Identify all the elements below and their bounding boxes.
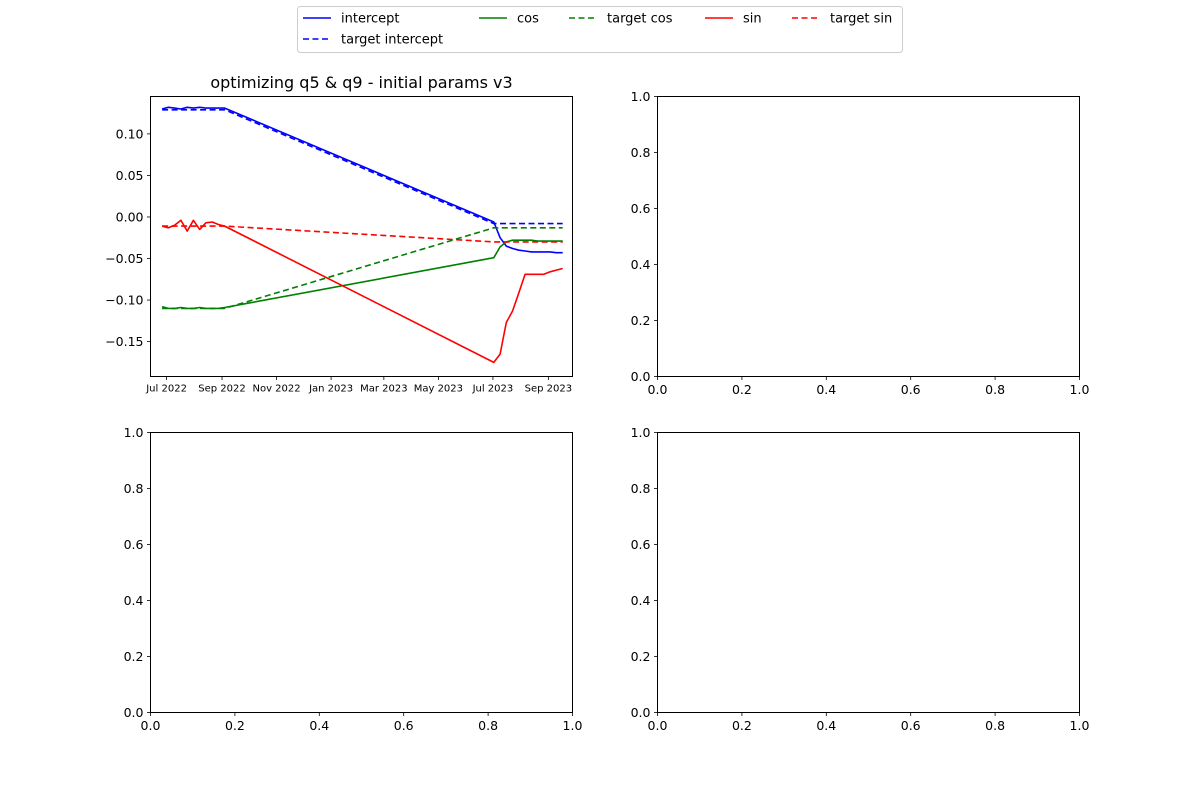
y-tick-label: 1.0 bbox=[631, 89, 651, 104]
y-tick-label: 1.0 bbox=[631, 425, 651, 440]
legend-item-target-intercept: target intercept bbox=[303, 33, 443, 48]
y-tick-label: 0.2 bbox=[631, 649, 651, 664]
axis-ticks: 0.0 0.2 0.4 0.6 0.8 1.0 0.0 0.2 0.4 0.6 0.8 1.0 bbox=[631, 425, 1090, 733]
plot-area bbox=[150, 432, 573, 713]
empty-panel-top-right: 0.0 0.2 0.4 0.6 0.8 1.0 0.0 0.2 0.4 0.6 0.8 1.0 bbox=[631, 89, 1090, 397]
series-lines bbox=[161, 106, 563, 364]
x-tick-label: 0.6 bbox=[901, 718, 921, 733]
y-tick-label: 0.0 bbox=[631, 369, 651, 384]
y-tick-label: 1.0 bbox=[124, 425, 144, 440]
legend-frame bbox=[297, 6, 903, 53]
x-tick-label: 0.4 bbox=[309, 718, 329, 733]
plot-area bbox=[657, 432, 1080, 713]
y-tick-label: −0.15 bbox=[105, 334, 143, 349]
legend-item-target-sin: target sin bbox=[792, 12, 892, 27]
series-line-intercept bbox=[161, 106, 563, 254]
series-line-sin bbox=[161, 219, 563, 364]
x-tick-label: 0.8 bbox=[985, 718, 1005, 733]
series-line-target-intercept bbox=[162, 109, 563, 225]
legend-label: target sin bbox=[830, 12, 892, 27]
plot-frame bbox=[657, 432, 1080, 713]
legend-label: cos bbox=[517, 12, 539, 27]
x-tick-label: Sep 2022 bbox=[198, 384, 245, 395]
y-tick-label: 0.10 bbox=[116, 126, 144, 141]
x-tick-label: 1.0 bbox=[1070, 382, 1090, 397]
plot-area bbox=[657, 96, 1080, 377]
plot-area bbox=[150, 96, 573, 377]
y-tick-label: 0.00 bbox=[116, 209, 144, 224]
series-line-target-sin bbox=[162, 225, 563, 243]
empty-panel-bottom-left: 0.0 0.2 0.4 0.6 0.8 1.0 0.0 0.2 0.4 0.6 0.8 1.0 bbox=[124, 425, 583, 733]
plot-frame bbox=[657, 96, 1080, 377]
x-tick-label: Jul 2022 bbox=[145, 384, 187, 395]
x-tick-label: 0.0 bbox=[648, 382, 668, 397]
legend-label: intercept bbox=[341, 12, 400, 27]
x-tick-label: 0.4 bbox=[816, 718, 836, 733]
legend-item-cos: cos bbox=[479, 12, 539, 27]
y-tick-label: 0.0 bbox=[124, 705, 144, 720]
y-tick-label: 0.8 bbox=[124, 481, 144, 496]
legend: intercept target intercept cos target cos si… bbox=[297, 6, 903, 53]
plot-frame bbox=[150, 96, 573, 377]
axis-ticks: 0.0 0.2 0.4 0.6 0.8 1.0 0.0 0.2 0.4 0.6 0.8 1.0 bbox=[124, 425, 583, 733]
x-tick-label: Sep 2023 bbox=[525, 384, 572, 395]
axis-ticks: 0.0 0.2 0.4 0.6 0.8 1.0 0.0 0.2 0.4 0.6 0.8 1.0 bbox=[631, 89, 1090, 397]
y-tick-label: 0.6 bbox=[124, 537, 144, 552]
x-tick-label: Jul 2023 bbox=[472, 384, 514, 395]
x-tick-label: 1.0 bbox=[1070, 718, 1090, 733]
x-tick-label: 0.2 bbox=[732, 718, 752, 733]
y-tick-label: 0.2 bbox=[124, 649, 144, 664]
x-tick-label: 0.4 bbox=[816, 382, 836, 397]
legend-label: target cos bbox=[607, 12, 673, 27]
plot-frame bbox=[150, 432, 573, 713]
x-tick-label: 0.8 bbox=[478, 718, 498, 733]
empty-panel-bottom-right: 0.0 0.2 0.4 0.6 0.8 1.0 0.0 0.2 0.4 0.6 0.8 1.0 bbox=[631, 425, 1090, 733]
legend-item-intercept: intercept bbox=[303, 12, 400, 27]
legend-label: target intercept bbox=[341, 33, 443, 48]
x-tick-label: 0.2 bbox=[225, 718, 245, 733]
y-tick-label: 0.6 bbox=[631, 537, 651, 552]
y-tick-label: 0.6 bbox=[631, 201, 651, 216]
chart-panel-top-left: optimizing q5 & q9 - initial params v3 J… bbox=[105, 73, 573, 395]
y-tick-label: 0.8 bbox=[631, 145, 651, 160]
series-line-target-cos bbox=[162, 227, 563, 310]
x-tick-label: 0.0 bbox=[648, 718, 668, 733]
y-tick-label: −0.10 bbox=[105, 293, 143, 308]
y-tick-label: −0.05 bbox=[105, 251, 143, 266]
x-tick-label: 0.0 bbox=[141, 718, 161, 733]
x-tick-label: 0.6 bbox=[901, 382, 921, 397]
legend-item-sin: sin bbox=[705, 12, 762, 27]
y-tick-label: 0.05 bbox=[116, 168, 144, 183]
axis-ticks: Jul 2022 Sep 2022 Nov 2022 Jan 2023 Mar 2023… bbox=[105, 126, 572, 394]
x-tick-label: 1.0 bbox=[563, 718, 583, 733]
y-tick-label: 0.4 bbox=[631, 257, 651, 272]
y-tick-label: 0.2 bbox=[631, 313, 651, 328]
x-tick-label: Nov 2022 bbox=[252, 384, 300, 395]
y-tick-label: 0.4 bbox=[124, 593, 144, 608]
x-tick-label: 0.8 bbox=[985, 382, 1005, 397]
x-tick-label: May 2023 bbox=[414, 384, 463, 395]
chart-title: optimizing q5 & q9 - initial params v3 bbox=[210, 73, 512, 92]
y-tick-label: 0.4 bbox=[631, 593, 651, 608]
x-tick-label: 0.6 bbox=[394, 718, 414, 733]
y-tick-label: 0.8 bbox=[631, 481, 651, 496]
x-tick-label: Jan 2023 bbox=[308, 384, 353, 395]
x-tick-label: 0.2 bbox=[732, 382, 752, 397]
y-tick-label: 0.0 bbox=[631, 705, 651, 720]
legend-item-target-cos: target cos bbox=[569, 12, 673, 27]
legend-label: sin bbox=[743, 12, 762, 27]
x-tick-label: Mar 2023 bbox=[360, 384, 408, 395]
